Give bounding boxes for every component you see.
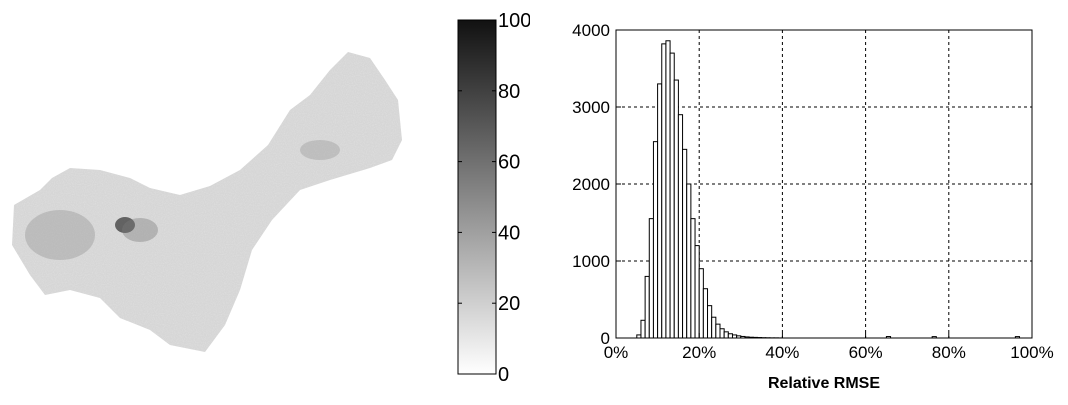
histogram-bar <box>716 324 720 338</box>
map-dark-zone <box>122 218 158 242</box>
histogram-bar <box>712 317 716 338</box>
colorbar-tick-label: 60 <box>498 152 520 174</box>
histogram-bar <box>645 276 649 338</box>
y-tick-label: 2000 <box>572 175 610 194</box>
histogram-bar <box>649 219 653 338</box>
histogram-bar <box>695 246 699 338</box>
histogram-bar <box>678 115 682 338</box>
histogram-bar <box>687 184 691 338</box>
histogram-bar <box>724 332 728 338</box>
x-tick-label: 40% <box>765 343 799 362</box>
x-tick-label: 80% <box>932 343 966 362</box>
y-tick-label: 3000 <box>572 98 610 117</box>
histogram-bar <box>666 41 670 338</box>
x-axis-label: Relative RMSE <box>768 375 880 392</box>
y-tick-label: 4000 <box>572 21 610 40</box>
colorbar-tick-label: 0 <box>498 364 509 386</box>
colorbar-tick-label: 40 <box>498 222 520 244</box>
colorbar-tick-label: 20 <box>498 293 520 315</box>
map-dark-zone <box>25 210 95 260</box>
histogram-bar <box>674 80 678 338</box>
colorbar-gradient <box>458 20 496 374</box>
histogram-bar <box>720 329 724 338</box>
x-tick-label: 100% <box>1010 343 1053 362</box>
x-tick-label: 60% <box>849 343 883 362</box>
colorbar: 100 80 60 40 20 0 <box>440 0 530 400</box>
colorbar-tick-label: 80 <box>498 81 520 103</box>
map-dark-zone <box>300 140 340 160</box>
raster-map <box>0 0 420 400</box>
histogram-bar <box>658 84 662 338</box>
histogram-bar <box>641 320 645 338</box>
x-tick-label: 20% <box>682 343 716 362</box>
histogram-bar <box>703 289 707 338</box>
histogram-bar <box>662 44 666 338</box>
colorbar-panel: 100 80 60 40 20 0 <box>440 0 530 400</box>
histogram-bar <box>691 219 695 338</box>
map-texture <box>0 0 420 400</box>
y-tick-label: 0 <box>601 329 610 348</box>
histogram-bar <box>699 269 703 338</box>
y-tick-label: 1000 <box>572 252 610 271</box>
colorbar-tick-label: 100 <box>498 10 530 32</box>
histogram-bar <box>670 53 674 338</box>
histogram-bar <box>728 334 732 338</box>
histogram-bar <box>708 306 712 338</box>
histogram-bar <box>653 142 657 338</box>
raster-map-panel <box>0 0 420 400</box>
histogram-bar <box>683 149 687 338</box>
